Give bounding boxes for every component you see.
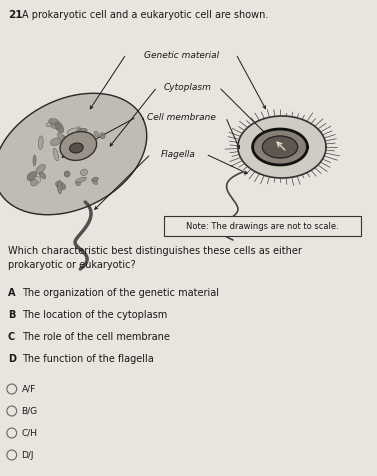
Ellipse shape (36, 165, 46, 174)
Ellipse shape (33, 156, 36, 167)
Text: B: B (8, 309, 15, 319)
Text: Genetic material: Genetic material (144, 50, 219, 60)
Text: B/G: B/G (21, 406, 38, 415)
Ellipse shape (77, 128, 81, 136)
Circle shape (7, 428, 17, 438)
Ellipse shape (55, 182, 66, 190)
Ellipse shape (62, 136, 69, 144)
Text: C/H: C/H (21, 428, 38, 437)
Polygon shape (253, 130, 307, 166)
Ellipse shape (92, 178, 98, 182)
Text: Cytoplasm: Cytoplasm (164, 83, 212, 92)
Text: The organization of the genetic material: The organization of the genetic material (21, 288, 219, 298)
Ellipse shape (51, 139, 61, 146)
Circle shape (7, 450, 17, 460)
Ellipse shape (46, 123, 52, 127)
Ellipse shape (70, 144, 83, 154)
Ellipse shape (57, 134, 66, 144)
Ellipse shape (39, 172, 46, 179)
Text: The location of the cytoplasm: The location of the cytoplasm (21, 309, 167, 319)
Text: The role of the cell membrane: The role of the cell membrane (21, 331, 169, 341)
Ellipse shape (100, 134, 105, 139)
Ellipse shape (38, 137, 43, 150)
Text: 21: 21 (8, 10, 22, 20)
Ellipse shape (55, 122, 64, 134)
Text: Which characteristic best distinguishes these cells as either
prokaryotic or euk: Which characteristic best distinguishes … (8, 246, 302, 269)
Polygon shape (262, 137, 297, 159)
Ellipse shape (92, 179, 98, 185)
Text: C: C (8, 331, 15, 341)
Ellipse shape (58, 181, 62, 194)
Ellipse shape (80, 169, 87, 176)
Text: The function of the flagella: The function of the flagella (21, 353, 153, 363)
Ellipse shape (64, 172, 70, 178)
Ellipse shape (70, 148, 74, 151)
Ellipse shape (50, 123, 60, 130)
Polygon shape (238, 117, 326, 178)
Text: Note: The drawings are not to scale.: Note: The drawings are not to scale. (186, 222, 339, 231)
Text: D/J: D/J (21, 450, 34, 459)
Ellipse shape (75, 178, 87, 183)
Text: Cell membrane: Cell membrane (147, 113, 216, 122)
Ellipse shape (67, 129, 81, 137)
Ellipse shape (60, 132, 97, 161)
Ellipse shape (27, 172, 37, 181)
Ellipse shape (53, 149, 59, 161)
Circle shape (7, 384, 17, 394)
Ellipse shape (76, 182, 81, 186)
Text: A prokaryotic cell and a eukaryotic cell are shown.: A prokaryotic cell and a eukaryotic cell… (21, 10, 268, 20)
Ellipse shape (31, 180, 37, 187)
Ellipse shape (77, 129, 87, 135)
FancyBboxPatch shape (164, 217, 361, 237)
Ellipse shape (31, 177, 41, 184)
Text: Flagella: Flagella (161, 150, 196, 159)
Polygon shape (0, 94, 147, 215)
Ellipse shape (94, 132, 99, 137)
Text: A: A (8, 288, 15, 298)
Ellipse shape (77, 154, 84, 160)
Circle shape (7, 406, 17, 416)
Ellipse shape (49, 119, 58, 125)
Text: D: D (8, 353, 16, 363)
Text: A/F: A/F (21, 384, 36, 393)
